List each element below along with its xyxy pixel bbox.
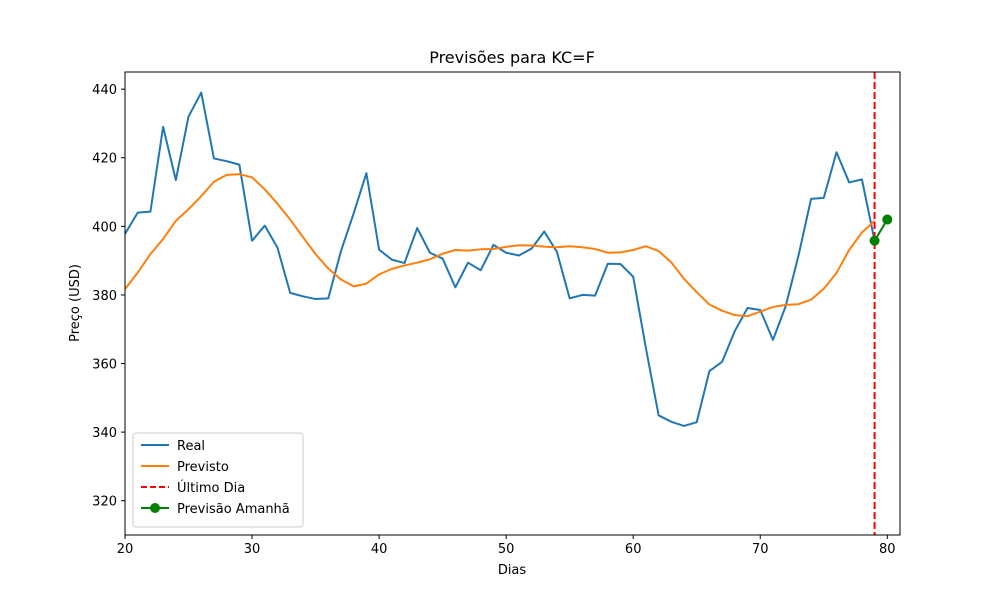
legend-label: Previsão Amanhã [177, 502, 290, 517]
y-tick-label: 400 [92, 220, 117, 235]
x-tick-label: 40 [371, 542, 388, 557]
x-tick-label: 60 [625, 542, 642, 557]
legend-label: Último Dia [177, 480, 245, 496]
legend: Real Previsto Último Dia Previsão Amanhã [132, 432, 304, 528]
x-tick-label: 20 [117, 542, 134, 557]
y-tick-label: 380 [92, 289, 117, 304]
legend-label: Previsto [177, 460, 229, 475]
plot-frame [124, 71, 901, 536]
y-tick-label: 360 [92, 358, 117, 373]
y-axis-label: Preço (USD) [68, 264, 83, 342]
y-tick-label: 320 [92, 495, 117, 510]
series-previsao-amanha-point [882, 214, 893, 225]
chart-title: Previsões para KC=F [429, 48, 595, 67]
x-tick-label: 50 [498, 542, 515, 557]
legend-label: Real [177, 439, 205, 454]
series-real-line [124, 91, 876, 427]
x-tick-label: 70 [752, 542, 769, 557]
legend-marker [150, 503, 160, 513]
x-tick-label: 80 [879, 542, 896, 557]
y-tick-label: 340 [92, 426, 117, 441]
series-previsao-amanha-point [869, 235, 880, 246]
x-axis-label: Dias [498, 563, 527, 578]
legend-box [132, 432, 304, 528]
series-previsto-line [124, 173, 876, 318]
y-tick-label: 420 [92, 152, 117, 167]
x-tick-label: 30 [244, 542, 261, 557]
y-tick-label: 440 [92, 83, 117, 98]
